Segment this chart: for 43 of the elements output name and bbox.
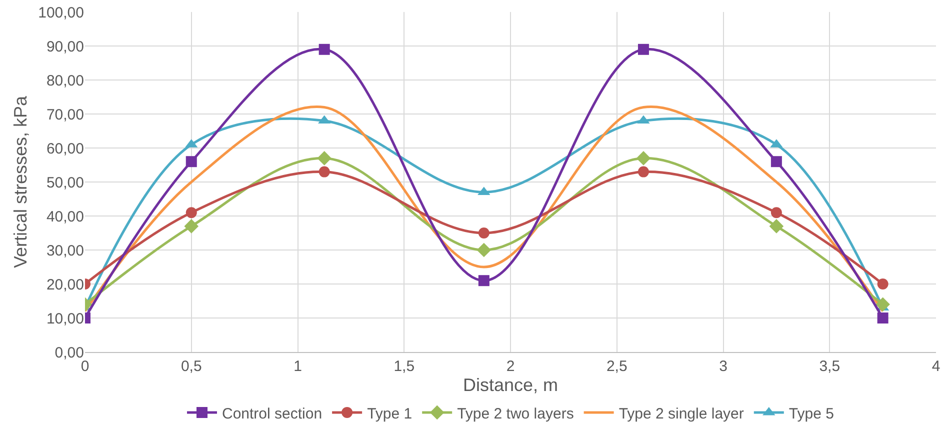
x-tick-label: 3 xyxy=(719,358,728,375)
point xyxy=(638,166,649,178)
x-tick-label: 3,5 xyxy=(819,358,840,375)
legend-label: Type 2 two layers xyxy=(457,405,574,422)
x-tick-label: 2,5 xyxy=(606,358,628,375)
y-tick-label: 20,00 xyxy=(46,276,84,294)
x-tick-label: 2 xyxy=(506,358,515,375)
x-tick-label: 1,5 xyxy=(394,358,415,375)
x-tick-label: 0,5 xyxy=(180,358,202,375)
x-tick-label: 1 xyxy=(294,358,302,375)
x-axis-title: Distance, m xyxy=(462,375,558,395)
point xyxy=(318,166,330,178)
legend-label: Type 2 single layer xyxy=(618,405,744,422)
legend-label: Control section xyxy=(222,405,322,422)
point xyxy=(877,312,888,324)
point xyxy=(186,207,197,218)
y-tick-label: 70,00 xyxy=(46,106,84,124)
y-tick-label: 80,00 xyxy=(46,72,84,90)
y-tick-label: 10,00 xyxy=(46,310,84,328)
x-tick-label: 4 xyxy=(932,358,940,375)
point xyxy=(478,228,490,238)
point xyxy=(478,275,490,286)
point xyxy=(638,44,649,55)
y-tick-label: 40,00 xyxy=(46,208,84,226)
y-tick-label: 60,00 xyxy=(46,140,84,158)
point xyxy=(877,278,888,290)
legend-label: Type 5 xyxy=(788,405,834,422)
y-tick-label: 100,00 xyxy=(38,4,84,22)
point xyxy=(876,297,890,312)
point xyxy=(184,219,199,234)
point xyxy=(770,207,782,218)
point xyxy=(770,156,782,168)
y-axis-title: Vertical stresses, kPa xyxy=(10,94,30,268)
y-tick-label: 50,00 xyxy=(46,174,84,192)
point xyxy=(318,44,330,55)
legend-label: Type 1 xyxy=(367,405,412,422)
point xyxy=(636,151,651,166)
y-tick-label: 30,00 xyxy=(46,242,84,260)
point xyxy=(476,242,492,258)
point xyxy=(769,219,784,234)
y-tick-label: 90,00 xyxy=(46,38,84,56)
point xyxy=(317,151,332,166)
point xyxy=(186,156,197,168)
